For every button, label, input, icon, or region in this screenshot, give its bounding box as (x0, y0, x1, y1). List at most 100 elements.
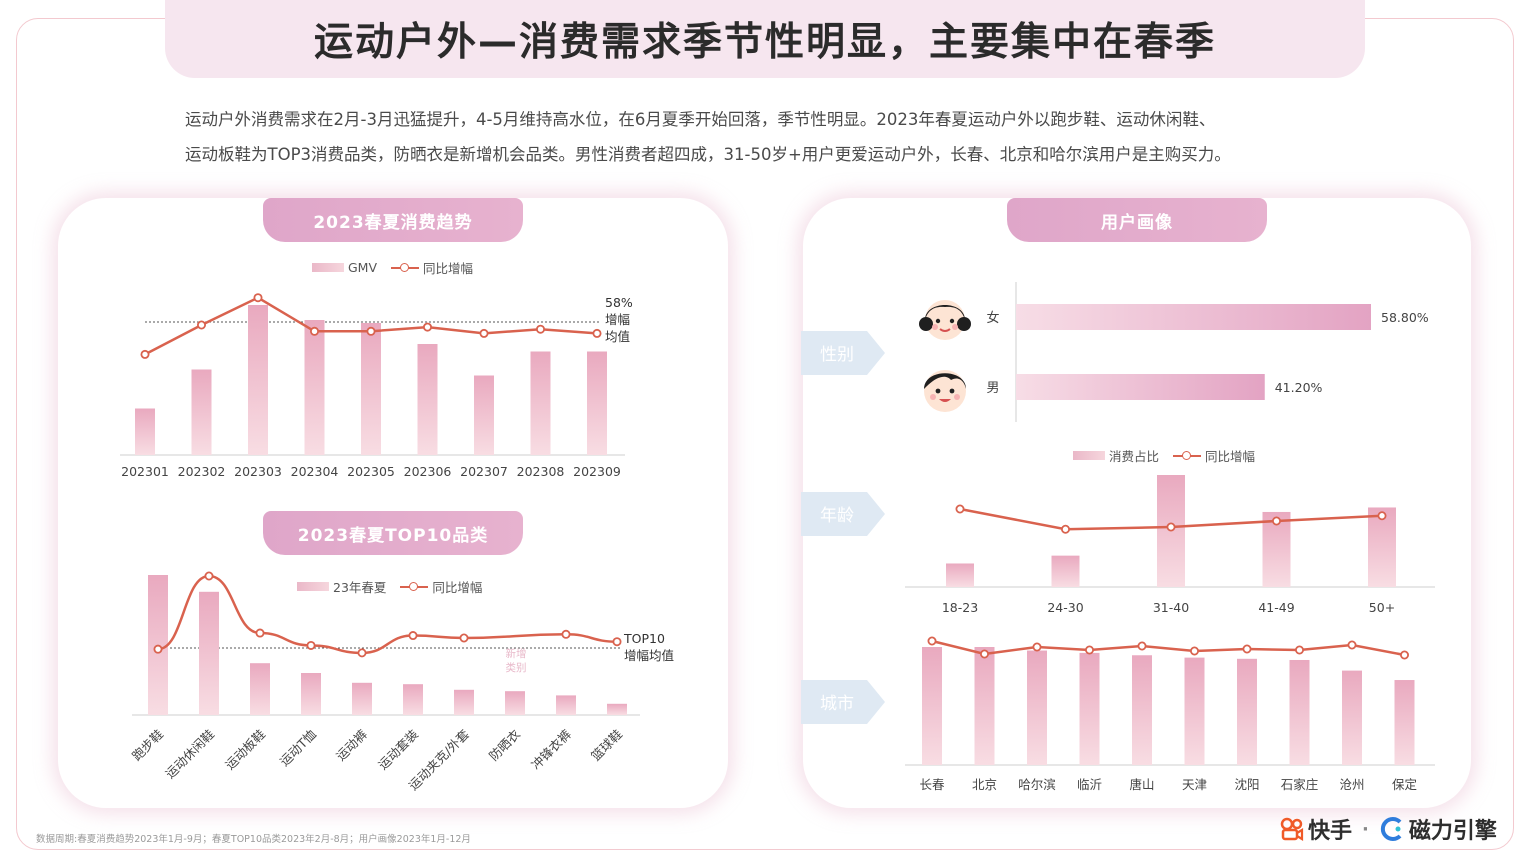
x-tick-label: 沈阳 (1234, 777, 1259, 792)
category-bar (505, 691, 525, 715)
growth-point (253, 293, 263, 303)
intro-text: 运动户外消费需求在2月-3月迅猛提升，4-5月维持高水位，在6月夏季开始回落，季… (185, 102, 1365, 172)
gmv-bar (191, 369, 212, 455)
x-tick-label: 202308 (517, 464, 565, 479)
city-bar (1394, 680, 1415, 765)
growth-point (1271, 516, 1281, 526)
x-tick-label: 唐山 (1129, 777, 1154, 792)
female-avatar-icon (919, 300, 971, 340)
average-label: TOP10 (623, 631, 665, 646)
x-tick-label: 202307 (460, 464, 508, 479)
legend-bar-label: 消费占比 (1109, 449, 1160, 464)
legend-line-swatch (391, 262, 420, 272)
city-bar (922, 647, 942, 765)
growth-point (1060, 524, 1070, 534)
brand-kuaishou: 快手 · 磁力引擎 (1280, 813, 1497, 845)
category-bar (556, 695, 576, 715)
city-bar (1027, 650, 1047, 765)
category-bar (301, 673, 321, 715)
growth-point (1189, 646, 1199, 656)
average-label: 增幅均值 (624, 648, 674, 663)
gender-button-label: 性别 (820, 345, 854, 365)
legend-line-label: 同比增幅 (423, 261, 474, 276)
average-label: 均值 (605, 329, 630, 344)
legend-line-label: 同比增幅 (432, 580, 483, 595)
city-button: 城市 (801, 680, 885, 724)
gmv-bar (530, 351, 551, 455)
x-tick-label: 跑步鞋 (129, 726, 166, 763)
growth-point (479, 328, 489, 338)
growth-point (255, 628, 265, 638)
gmv-bar (417, 344, 438, 455)
intro-line-1: 运动户外消费需求在2月-3月迅猛提升，4-5月维持高水位，在6月夏季开始回落，季… (185, 110, 1216, 129)
gender-label: 女 (986, 310, 999, 326)
brand-kuaishou-label: 快手 (1308, 819, 1353, 844)
growth-point (1137, 641, 1147, 651)
x-tick-label: 41-49 (1258, 600, 1294, 615)
age-bar (1051, 555, 1080, 587)
x-tick-label: 202305 (347, 464, 395, 479)
x-tick-label: 冲锋衣裤 (528, 727, 574, 773)
x-tick-label: 24-30 (1047, 600, 1083, 615)
x-tick-label: 北京 (972, 777, 997, 792)
legend-bar-swatch (1073, 451, 1105, 460)
gender-label: 男 (986, 381, 999, 396)
growth-point (204, 571, 214, 581)
x-tick-label: 保定 (1392, 777, 1417, 792)
city-bar (974, 647, 995, 765)
cili-logo-icon (1380, 817, 1402, 841)
growth-point (140, 349, 150, 359)
growth-point (1032, 642, 1042, 652)
gmv-bar (248, 305, 268, 455)
new-category-label: 类别 (506, 661, 527, 674)
growth-point (1294, 645, 1304, 655)
age-legend: 消费占比 同比增幅 (1073, 446, 1255, 465)
x-tick-label: 202309 (573, 464, 621, 479)
city-bar (1237, 658, 1257, 765)
gmv-bar (587, 351, 607, 455)
growth-point (1399, 650, 1409, 660)
page-title-bar: 运动户外—消费需求季节性明显，主要集中在春季 (165, 0, 1365, 78)
growth-point (535, 324, 545, 334)
growth-point (408, 631, 418, 641)
city-bar (1289, 659, 1310, 765)
growth-point (153, 644, 163, 654)
page-title: 运动户外—消费需求季节性明显，主要集中在春季 (313, 20, 1216, 65)
top10-legend: 23年春夏 同比增幅 (297, 577, 482, 596)
new-category-label: 新增 (506, 647, 527, 660)
legend-bar-swatch (297, 582, 329, 591)
growth-point (592, 328, 602, 338)
category-bar (250, 663, 270, 715)
age-bar (1368, 507, 1396, 587)
growth-line (157, 574, 618, 655)
gender-bar (1016, 304, 1371, 330)
x-tick-label: 天津 (1182, 777, 1207, 792)
city-bar (1132, 655, 1152, 765)
x-tick-label: 202301 (121, 464, 169, 479)
x-tick-label: 运动套装 (375, 727, 421, 773)
growth-point (422, 322, 432, 332)
growth-point (1242, 644, 1252, 654)
growth-point (927, 636, 937, 646)
trend-legend: GMV 同比增幅 (312, 258, 473, 277)
x-tick-label: 202302 (178, 464, 226, 479)
brand-cili-label: 磁力引擎 (1408, 819, 1497, 844)
average-label: 增幅 (605, 312, 630, 327)
x-tick-label: 长春 (919, 777, 945, 792)
growth-point (1347, 640, 1357, 650)
gender-bar (1016, 374, 1265, 400)
age-button-label: 年龄 (820, 506, 854, 526)
average-label: 58% (605, 295, 633, 310)
growth-point (612, 637, 622, 647)
growth-point (366, 326, 376, 336)
x-tick-label: 50+ (1369, 600, 1395, 615)
trend-chart: 58% 增幅均值 202301 202302 202303 202304 202305 202… (120, 293, 633, 479)
growth-point (197, 320, 207, 330)
city-button-label: 城市 (820, 694, 854, 714)
growth-line (931, 639, 1405, 657)
growth-point (1084, 645, 1094, 655)
legend-line-swatch (1173, 450, 1202, 460)
legend-bar-label: 23年春夏 (333, 580, 387, 595)
x-tick-label: 运动T恤 (277, 726, 320, 769)
